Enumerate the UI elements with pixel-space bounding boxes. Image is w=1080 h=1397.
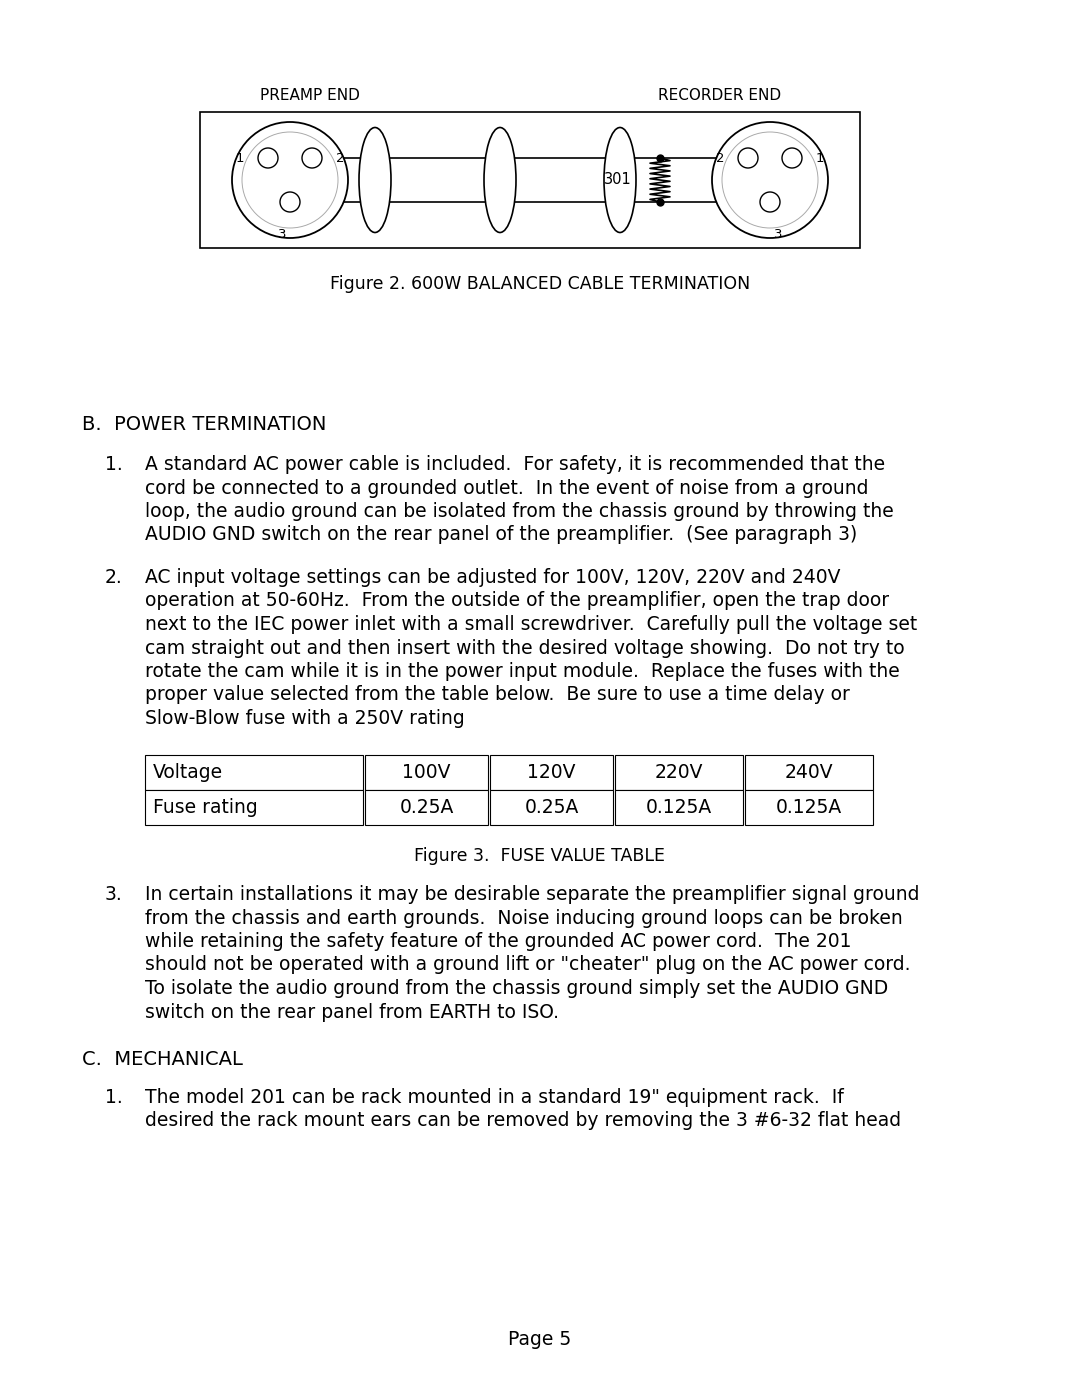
Bar <box>365 789 488 826</box>
Text: 0.25A: 0.25A <box>524 798 579 817</box>
Text: 1: 1 <box>815 151 824 165</box>
Text: 301: 301 <box>604 172 632 187</box>
Bar <box>490 789 613 826</box>
Text: In certain installations it may be desirable separate the preamplifier signal gr: In certain installations it may be desir… <box>145 886 919 1021</box>
Circle shape <box>302 148 322 168</box>
Bar <box>365 754 488 789</box>
Text: 220V: 220V <box>654 763 703 782</box>
Text: 0.125A: 0.125A <box>646 798 712 817</box>
Text: Page 5: Page 5 <box>509 1330 571 1350</box>
Bar <box>615 789 743 826</box>
Text: C.  MECHANICAL: C. MECHANICAL <box>82 1051 243 1069</box>
Ellipse shape <box>359 127 391 232</box>
Text: 2: 2 <box>716 151 725 165</box>
Text: Figure 3.  FUSE VALUE TABLE: Figure 3. FUSE VALUE TABLE <box>415 847 665 865</box>
Text: 2: 2 <box>336 151 345 165</box>
Text: 1.: 1. <box>105 1088 123 1106</box>
Text: 2.: 2. <box>105 569 123 587</box>
Text: Voltage: Voltage <box>153 763 224 782</box>
Circle shape <box>280 191 300 212</box>
Bar <box>615 754 743 789</box>
Text: 120V: 120V <box>527 763 576 782</box>
Ellipse shape <box>604 127 636 232</box>
Text: 1: 1 <box>235 151 244 165</box>
Text: 1.: 1. <box>105 455 123 474</box>
Text: 3.: 3. <box>105 886 123 904</box>
Circle shape <box>258 148 278 168</box>
Circle shape <box>782 148 802 168</box>
Text: 0.125A: 0.125A <box>775 798 842 817</box>
Circle shape <box>760 191 780 212</box>
Text: A standard AC power cable is included.  For safety, it is recommended that the
c: A standard AC power cable is included. F… <box>145 455 894 545</box>
Text: 3: 3 <box>278 229 286 242</box>
Text: 3: 3 <box>773 229 782 242</box>
Text: RECORDER END: RECORDER END <box>659 88 782 102</box>
Ellipse shape <box>484 127 516 232</box>
Circle shape <box>712 122 828 237</box>
Circle shape <box>738 148 758 168</box>
Bar <box>745 789 873 826</box>
Text: AC input voltage settings can be adjusted for 100V, 120V, 220V and 240V
operatio: AC input voltage settings can be adjuste… <box>145 569 917 728</box>
Bar <box>200 112 860 249</box>
Text: B.  POWER TERMINATION: B. POWER TERMINATION <box>82 415 326 434</box>
Circle shape <box>242 131 338 228</box>
Text: 240V: 240V <box>785 763 834 782</box>
Text: PREAMP END: PREAMP END <box>260 88 360 102</box>
Text: Figure 2. 600W BALANCED CABLE TERMINATION: Figure 2. 600W BALANCED CABLE TERMINATIO… <box>329 275 751 293</box>
Text: 100V: 100V <box>402 763 450 782</box>
Circle shape <box>723 131 818 228</box>
Bar <box>145 754 363 789</box>
Bar <box>490 754 613 789</box>
Text: The model 201 can be rack mounted in a standard 19" equipment rack.  If
desired : The model 201 can be rack mounted in a s… <box>145 1088 901 1130</box>
Circle shape <box>232 122 348 237</box>
Text: 0.25A: 0.25A <box>400 798 454 817</box>
Bar <box>145 789 363 826</box>
Bar <box>745 754 873 789</box>
Text: Fuse rating: Fuse rating <box>153 798 258 817</box>
